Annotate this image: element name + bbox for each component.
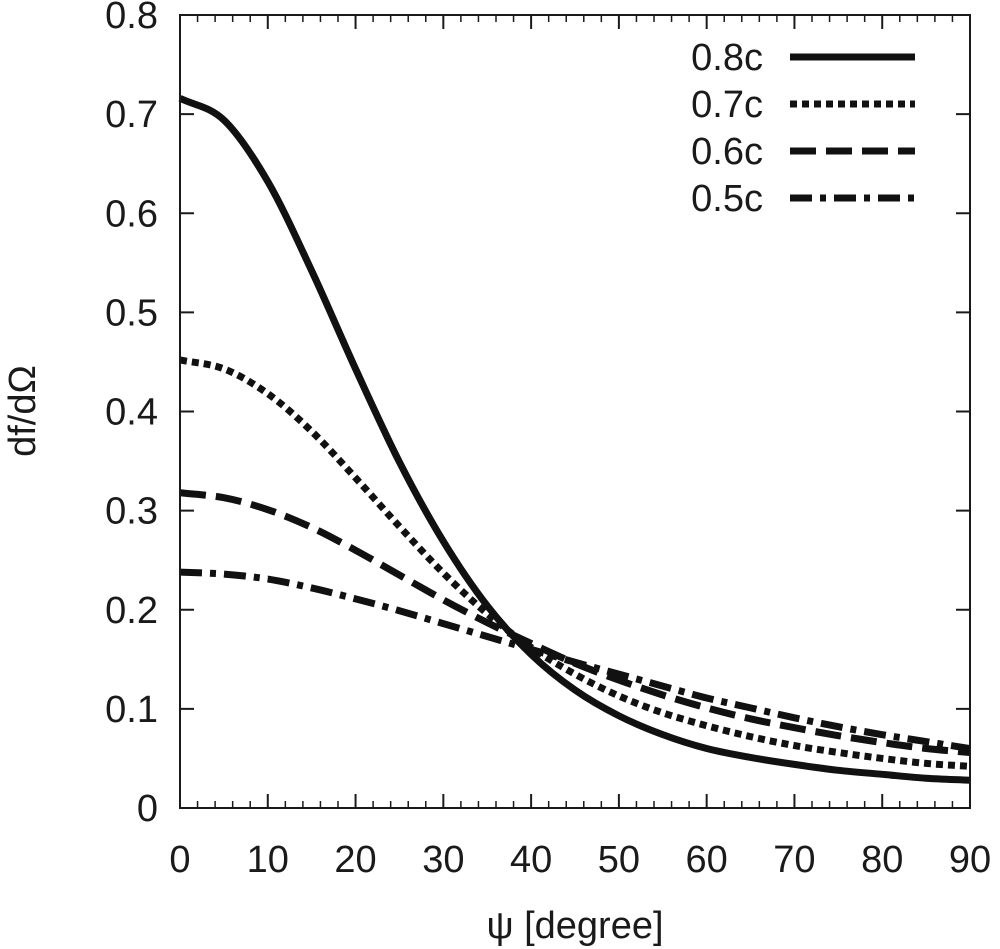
x-tick-label: 10 <box>247 839 289 881</box>
y-tick-label: 0.1 <box>105 689 158 731</box>
y-tick-label: 0.6 <box>105 193 158 235</box>
x-tick-label: 60 <box>686 839 728 881</box>
legend-label: 0.5c <box>691 178 763 220</box>
series-line-0.8c <box>178 95 971 784</box>
x-tick-label: 20 <box>334 839 376 881</box>
series-line-0.6c <box>179 489 971 756</box>
legend: 0.8c 0.7c 0.6c 0.5c <box>691 37 915 220</box>
y-tick-label: 0.8 <box>105 0 158 37</box>
y-tick-label: 0 <box>137 788 158 830</box>
tick-labels: 0 10 20 30 40 50 60 70 80 90 0 0.1 0.2 0.3 0.4 0.5 0.6 0.… <box>105 0 991 881</box>
y-tick-label: 0.3 <box>105 491 158 533</box>
series-line-0.5c <box>179 568 971 752</box>
legend-label: 0.6c <box>691 131 763 173</box>
y-tick-label: 0.5 <box>105 292 158 334</box>
y-tick-label: 0.7 <box>105 94 158 136</box>
x-tick-label: 90 <box>949 839 991 881</box>
x-tick-label: 80 <box>861 839 903 881</box>
y-tick-label: 0.4 <box>105 392 158 434</box>
x-tick-label: 40 <box>510 839 552 881</box>
series-line-0.7c <box>179 356 971 770</box>
axis-ticks <box>179 14 971 809</box>
x-tick-label: 50 <box>598 839 640 881</box>
x-axis-title: ψ [degree] <box>486 905 663 947</box>
series-layer <box>178 95 971 784</box>
x-tick-label: 0 <box>169 839 190 881</box>
y-axis-title: df/dΩ <box>2 365 44 457</box>
legend-label: 0.8c <box>691 37 763 79</box>
x-tick-label: 30 <box>422 839 464 881</box>
legend-label: 0.7c <box>691 84 763 126</box>
x-tick-label: 70 <box>773 839 815 881</box>
plot-frame <box>179 14 971 809</box>
y-tick-label: 0.2 <box>105 590 158 632</box>
